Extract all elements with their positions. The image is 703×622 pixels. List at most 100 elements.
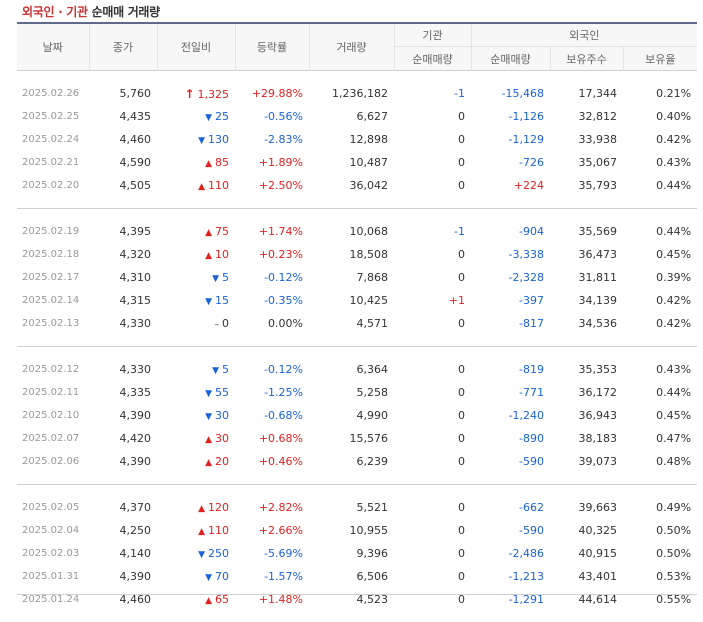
- change-value: 110: [208, 524, 229, 537]
- down-triangle-icon: ▼: [212, 274, 219, 284]
- change-cell: ▼5: [157, 358, 235, 381]
- volume-cell: 10,068: [309, 220, 394, 243]
- change-value: 85: [215, 156, 229, 169]
- foreign-net-cell: -15,468: [471, 82, 550, 105]
- volume-cell: 6,506: [309, 565, 394, 588]
- rate-cell: +1.74%: [235, 220, 309, 243]
- change-value: 5: [222, 271, 229, 284]
- change-cell: ▲85: [157, 151, 235, 174]
- header-date: 날짜: [17, 23, 89, 71]
- close-cell: 4,140: [89, 542, 157, 565]
- institution-net-cell: 0: [394, 151, 471, 174]
- foreign-net-cell: -590: [471, 450, 550, 473]
- institution-net-cell: 0: [394, 450, 471, 473]
- change-cell: ▲110: [157, 174, 235, 197]
- close-cell: 4,590: [89, 151, 157, 174]
- holdings-cell: 43,401: [550, 565, 623, 588]
- foreign-net-cell: -662: [471, 496, 550, 519]
- up-triangle-icon: ▲: [205, 251, 212, 261]
- date-cell: 2025.02.17: [17, 266, 89, 289]
- holdings-cell: 35,793: [550, 174, 623, 197]
- change-value: 55: [215, 386, 229, 399]
- change-value: 25: [215, 110, 229, 123]
- institution-net-cell: 0: [394, 381, 471, 404]
- date-cell: 2025.02.19: [17, 220, 89, 243]
- institution-net-cell: -1: [394, 220, 471, 243]
- volume-cell: 18,508: [309, 243, 394, 266]
- date-cell: 2025.02.13: [17, 312, 89, 335]
- up-triangle-icon: ▲: [205, 228, 212, 238]
- date-cell: 2025.02.10: [17, 404, 89, 427]
- ratio-cell: 0.43%: [623, 151, 697, 174]
- change-cell: ▲65: [157, 588, 235, 611]
- change-value: 70: [215, 570, 229, 583]
- institution-net-cell: 0: [394, 174, 471, 197]
- institution-net-cell: 0: [394, 128, 471, 151]
- down-triangle-icon: ▼: [205, 389, 212, 399]
- rate-cell: +0.46%: [235, 450, 309, 473]
- change-cell: ▼70: [157, 565, 235, 588]
- row-spacer: [17, 347, 697, 358]
- ratio-cell: 0.45%: [623, 243, 697, 266]
- rate-cell: +2.82%: [235, 496, 309, 519]
- date-cell: 2025.02.24: [17, 128, 89, 151]
- rate-cell: -0.56%: [235, 105, 309, 128]
- ratio-cell: 0.40%: [623, 105, 697, 128]
- row-spacer: [17, 209, 697, 220]
- foreign-net-cell: -2,486: [471, 542, 550, 565]
- holdings-cell: 40,325: [550, 519, 623, 542]
- header-holdings: 보유주수: [550, 47, 623, 71]
- trading-table: 날짜 종가 전일비 등락률 거래량 기관 외국인 순매매량 순매매량 보유주수 …: [17, 22, 697, 622]
- foreign-net-cell: -2,328: [471, 266, 550, 289]
- change-cell: ↑1,325: [157, 82, 235, 105]
- foreign-net-cell: -590: [471, 519, 550, 542]
- foreign-net-cell: -817: [471, 312, 550, 335]
- volume-cell: 6,627: [309, 105, 394, 128]
- change-value: 250: [208, 547, 229, 560]
- volume-cell: 10,487: [309, 151, 394, 174]
- volume-cell: 7,868: [309, 266, 394, 289]
- close-cell: 4,315: [89, 289, 157, 312]
- header-institution-group: 기관: [394, 23, 471, 47]
- change-cell: ▼25: [157, 105, 235, 128]
- row-spacer: [17, 71, 697, 83]
- rate-cell: -2.83%: [235, 128, 309, 151]
- up-triangle-icon: ▲: [198, 527, 205, 537]
- header-ratio: 보유율: [623, 47, 697, 71]
- ratio-cell: 0.21%: [623, 82, 697, 105]
- holdings-cell: 17,344: [550, 82, 623, 105]
- institution-net-cell: 0: [394, 404, 471, 427]
- change-cell: ▲120: [157, 496, 235, 519]
- rate-cell: +0.23%: [235, 243, 309, 266]
- holdings-cell: 35,067: [550, 151, 623, 174]
- volume-cell: 9,396: [309, 542, 394, 565]
- volume-cell: 6,239: [309, 450, 394, 473]
- down-triangle-icon: ▼: [205, 573, 212, 583]
- institution-net-cell: 0: [394, 565, 471, 588]
- change-cell: ▲110: [157, 519, 235, 542]
- change-value: 15: [215, 294, 229, 307]
- change-value: 20: [215, 455, 229, 468]
- change-cell: ▲30: [157, 427, 235, 450]
- close-cell: 4,390: [89, 450, 157, 473]
- ratio-cell: 0.44%: [623, 174, 697, 197]
- volume-cell: 4,571: [309, 312, 394, 335]
- date-cell: 2025.02.25: [17, 105, 89, 128]
- holdings-cell: 32,812: [550, 105, 623, 128]
- row-spacer: [17, 485, 697, 496]
- rate-cell: +1.48%: [235, 588, 309, 611]
- change-value: 10: [215, 248, 229, 261]
- holdings-cell: 33,938: [550, 128, 623, 151]
- rate-cell: -1.25%: [235, 381, 309, 404]
- institution-net-cell: -1: [394, 82, 471, 105]
- row-spacer: [17, 611, 697, 622]
- holdings-cell: 36,943: [550, 404, 623, 427]
- date-cell: 2025.02.07: [17, 427, 89, 450]
- change-cell: ▲10: [157, 243, 235, 266]
- ratio-cell: 0.48%: [623, 450, 697, 473]
